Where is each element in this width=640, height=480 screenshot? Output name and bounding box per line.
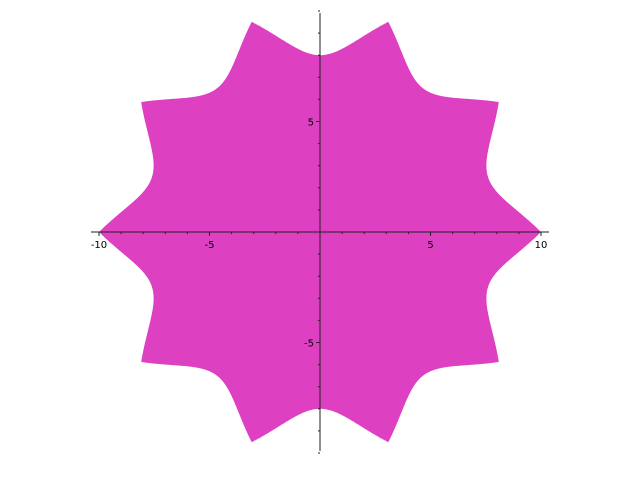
x-tick-label: 5 [427,240,433,251]
axes [91,10,549,454]
x-tick-label: -5 [205,240,215,251]
tick-labels: -10 -5 5 10 -5 5 [91,118,548,350]
x-tick-label: 10 [535,240,548,251]
y-tick-label: -5 [304,339,314,350]
y-tick-label: 5 [308,118,314,129]
x-tick-label: -10 [91,240,107,251]
